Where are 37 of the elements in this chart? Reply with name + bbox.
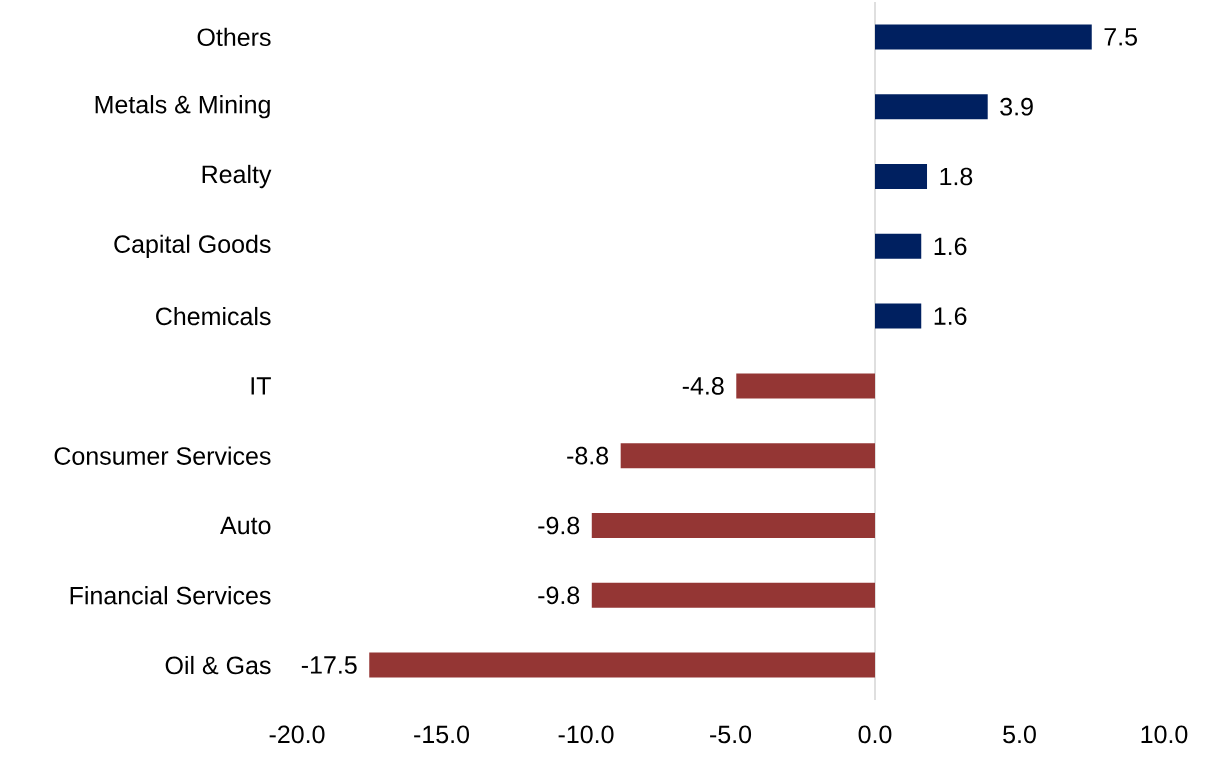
y-tick-label: Others xyxy=(197,27,271,47)
data-label: -17.5 xyxy=(301,656,357,674)
data-label: 1.6 xyxy=(934,237,967,256)
x-tick-label: -15.0 xyxy=(414,725,470,744)
x-tick-label: -10.0 xyxy=(558,725,614,744)
y-tick-label: Realty xyxy=(202,164,272,189)
data-label: -4.8 xyxy=(682,377,724,395)
data-label: -9.8 xyxy=(538,586,580,605)
y-tick-label: Consumer Services xyxy=(54,446,271,465)
bar xyxy=(736,373,875,399)
bar xyxy=(875,94,988,120)
bar xyxy=(369,652,875,678)
y-tick-label: Financial Services xyxy=(70,586,271,605)
data-label: 1.8 xyxy=(940,167,973,186)
x-tick-label: 10.0 xyxy=(1141,725,1188,744)
y-tick-label: IT xyxy=(251,377,271,395)
data-label: -8.8 xyxy=(567,446,609,465)
bar xyxy=(875,164,928,189)
data-label: 7.5 xyxy=(1104,28,1137,46)
data-label: 3.9 xyxy=(1000,97,1033,116)
bar xyxy=(875,24,1092,50)
y-tick-label: Auto xyxy=(220,516,271,535)
y-tick-label: Metals & Mining xyxy=(95,95,270,119)
data-label: -9.8 xyxy=(538,516,580,535)
y-tick-label: Oil & Gas xyxy=(165,655,271,675)
bar xyxy=(875,303,922,329)
x-tick-label: -5.0 xyxy=(710,725,752,744)
x-tick-label: -20.0 xyxy=(269,725,325,744)
bar xyxy=(591,582,875,608)
bar xyxy=(591,513,875,538)
y-tick-label: Chemicals xyxy=(156,306,271,326)
x-tick-label: 0.0 xyxy=(858,725,892,744)
y-tick-label: Capital Goods xyxy=(114,234,271,258)
bar xyxy=(875,233,922,259)
data-label: 1.6 xyxy=(934,307,967,325)
x-tick-label: 5.0 xyxy=(1003,725,1036,744)
bar xyxy=(620,443,875,469)
